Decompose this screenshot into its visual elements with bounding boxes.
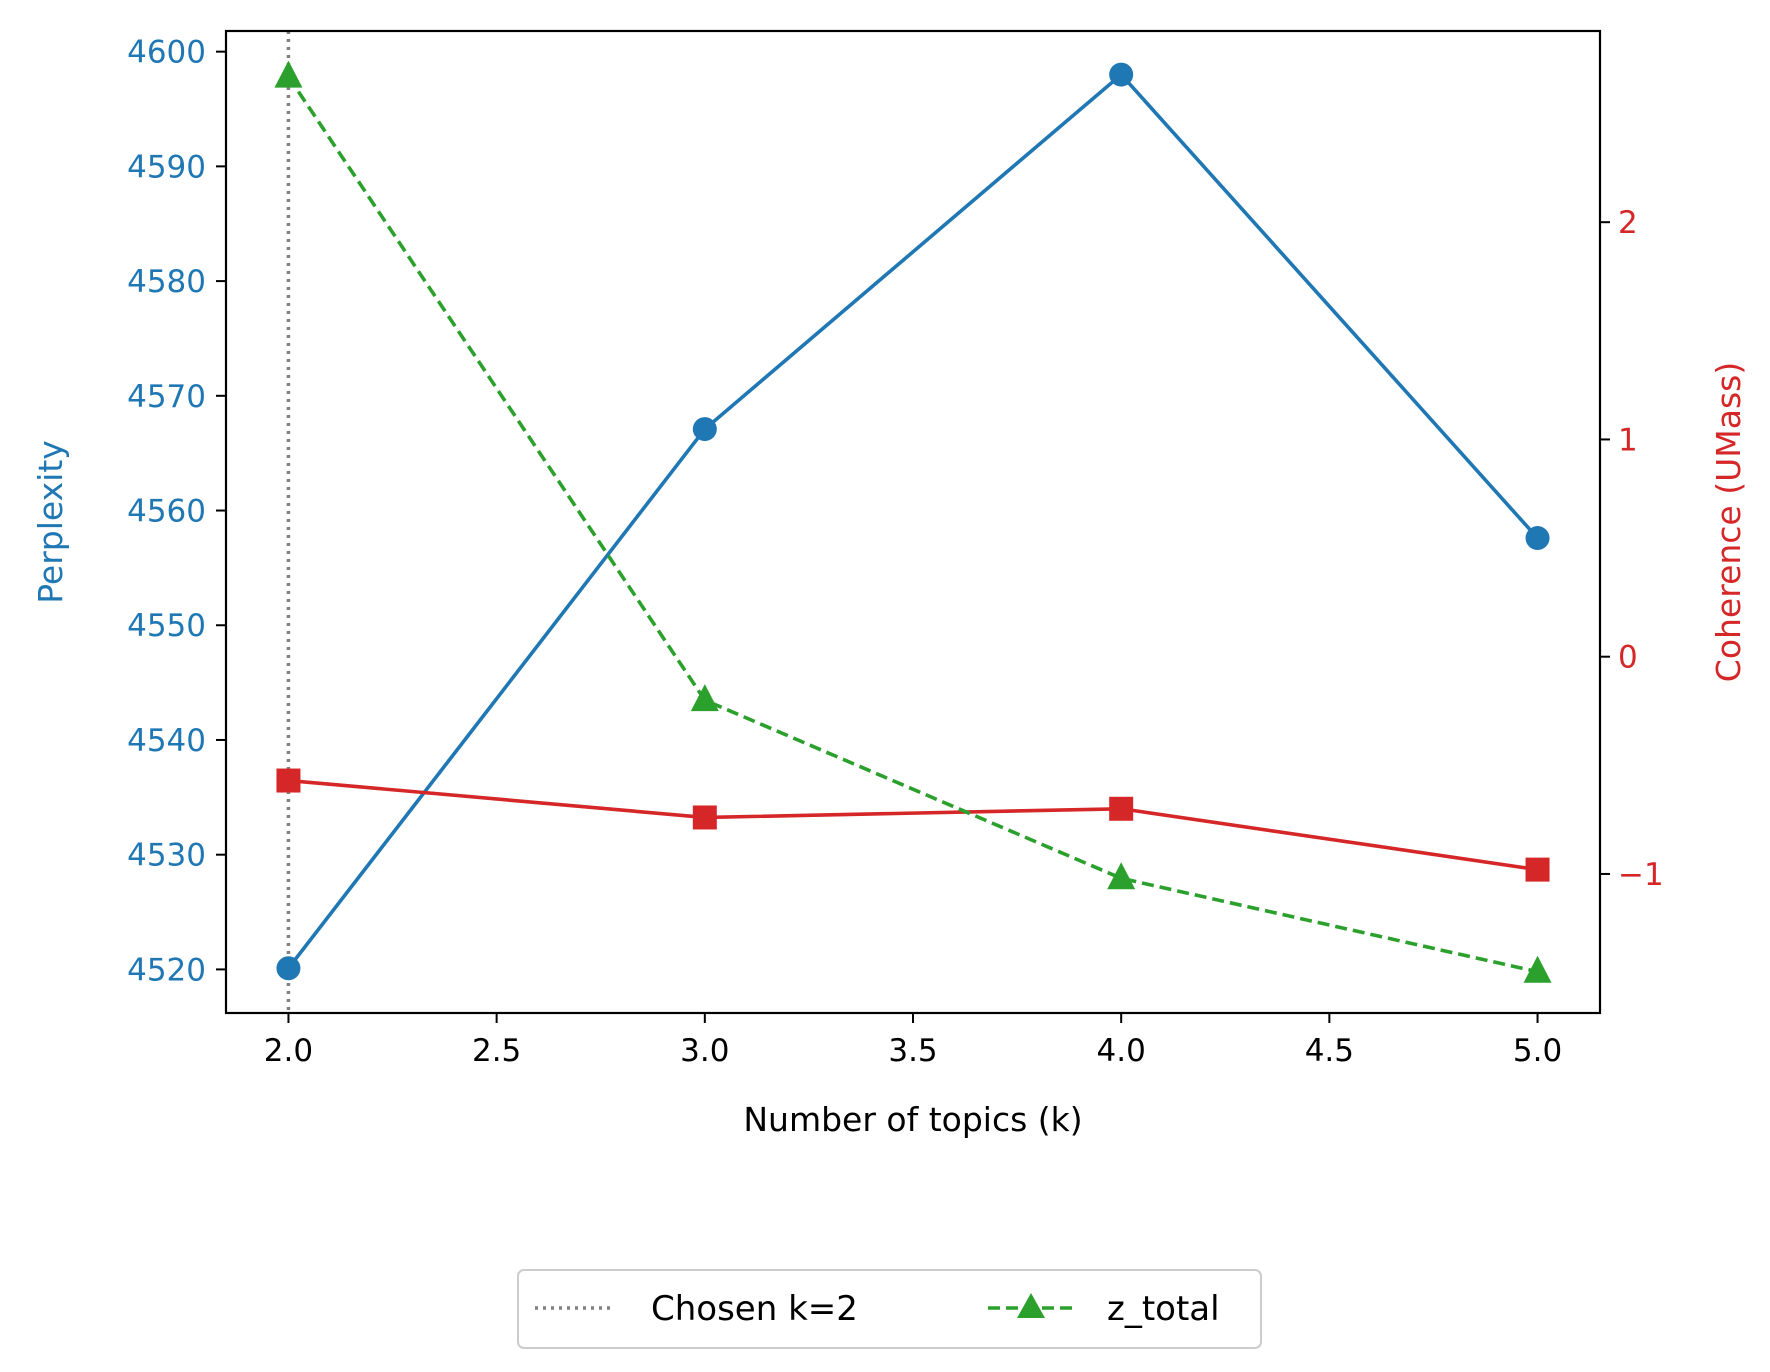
x-axis-title: Number of topics (k) — [743, 1100, 1082, 1139]
series-point-z-total-0 — [274, 60, 303, 88]
series-point-z-total-3 — [1523, 955, 1552, 983]
y-left-tick-label-5: 4570 — [127, 379, 206, 415]
series-line-z-total — [286, 75, 1538, 974]
series-point-z-total-2 — [1107, 862, 1136, 890]
y-left-tick-label-0: 4520 — [127, 952, 206, 988]
y-left-tick-label-6: 4580 — [127, 264, 206, 300]
y-left-tick-label-1: 4530 — [127, 838, 206, 874]
series-point-perplexity-1 — [692, 417, 717, 442]
axis-layer: 2.0 2.5 3.0 3.5 4.0 4.5 5.0 4520 4530 4540 4550 456… — [127, 35, 1664, 1069]
y-right-tick-label-0: −1 — [1618, 857, 1664, 893]
series-point-coherence-umass-3 — [1525, 857, 1550, 882]
y-left-tick-label-4: 4560 — [127, 494, 206, 530]
legend: Chosen k=2 z_total — [517, 1269, 1262, 1349]
legend-label-z-total: z_total — [1107, 1289, 1220, 1329]
series-point-coherence-umass-0 — [276, 768, 301, 793]
series-point-perplexity-0 — [276, 956, 301, 981]
x-tick-label-2: 3.0 — [680, 1033, 729, 1069]
y-right-tick-label-3: 2 — [1618, 205, 1638, 241]
plot-frame — [224, 29, 1602, 1015]
series-line-perplexity — [287, 72, 1539, 970]
y-right-tick-label-1: 0 — [1618, 640, 1638, 676]
series-line-coherence-umass — [288, 778, 1538, 872]
legend-label-chosen: Chosen k=2 — [651, 1289, 858, 1329]
series-point-z-total-1 — [690, 684, 719, 712]
legend-marker-z-total — [1017, 1293, 1045, 1318]
x-tick-label-5: 4.5 — [1305, 1033, 1354, 1069]
y-axis-left-title: Perplexity — [31, 440, 70, 604]
x-tick-label-4: 4.0 — [1097, 1033, 1146, 1069]
x-tick-label-1: 2.5 — [472, 1033, 521, 1069]
y-right-tick-label-2: 1 — [1618, 422, 1638, 458]
series-point-perplexity-3 — [1525, 526, 1550, 551]
series-point-coherence-umass-1 — [692, 805, 717, 830]
series-point-perplexity-2 — [1109, 62, 1134, 87]
series-point-coherence-umass-2 — [1109, 796, 1134, 821]
y-left-tick-label-2: 4540 — [127, 723, 206, 759]
y-left-tick-label-3: 4550 — [127, 608, 206, 644]
y-left-tick-label-8: 4600 — [127, 35, 206, 71]
x-tick-label-3: 3.5 — [888, 1033, 937, 1069]
legend-frame — [517, 1269, 1262, 1349]
y-axis-right-title: Coherence (UMass) — [1709, 362, 1748, 682]
x-tick-label-0: 2.0 — [264, 1033, 313, 1069]
x-tick-label-6: 5.0 — [1513, 1033, 1562, 1069]
series-layer — [274, 60, 1552, 983]
y-left-tick-label-7: 4590 — [127, 149, 206, 185]
